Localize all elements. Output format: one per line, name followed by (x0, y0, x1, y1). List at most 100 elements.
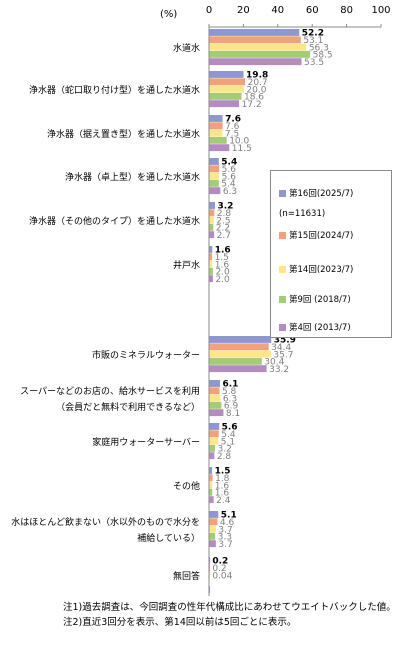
bar (209, 488, 213, 496)
bar (209, 43, 307, 51)
category-labels: 水道水浄水器（蛇口取り付け型）を通した水道水浄水器（据え置き型）を通した水道水浄… (11, 42, 200, 582)
bar (209, 481, 213, 489)
value-label: 1.5 (215, 467, 231, 477)
x-tick-label: 40 (271, 5, 284, 16)
value-label: 17.2 (242, 100, 262, 110)
value-label: 34.4 (271, 343, 291, 353)
value-label: 5.6 (222, 172, 237, 182)
bar (209, 129, 223, 137)
value-label: 10.0 (229, 137, 249, 147)
value-label: 53.5 (304, 58, 324, 68)
legend-label: 第14回(2023/7) (289, 265, 354, 275)
bar (209, 267, 213, 275)
value-label: 5.1 (221, 437, 235, 447)
value-label: 5.4 (221, 180, 236, 190)
bar (209, 144, 230, 152)
value-label: 53.1 (303, 36, 323, 46)
bar (209, 253, 213, 261)
value-label: 3.7 (218, 525, 232, 535)
bar (209, 209, 215, 217)
bar (209, 231, 215, 239)
value-label: 7.6 (225, 122, 240, 132)
value-label: 2.0 (215, 275, 230, 285)
bar (209, 122, 223, 130)
bar (209, 36, 301, 44)
bar (209, 564, 210, 572)
bar (209, 571, 210, 579)
bar (209, 540, 216, 548)
value-label: 30.4 (264, 358, 284, 368)
legend-item-2023: 第14回(2023/7) (279, 263, 353, 275)
bar (209, 525, 216, 533)
legend-label: 第4回 (2013/7) (289, 323, 351, 333)
bar (209, 409, 224, 417)
value-label: 5.6 (222, 165, 237, 175)
bar (209, 387, 220, 395)
category-label: 浄水器（蛇口取り付け型）を通した水道水 (29, 84, 200, 96)
value-label: 58.5 (313, 51, 333, 61)
value-label: 20.7 (248, 78, 268, 88)
value-label: 6.9 (224, 402, 239, 412)
value-label: 3.3 (218, 533, 232, 543)
bar (209, 85, 244, 93)
x-tick-label: 20 (237, 5, 250, 16)
legend-label: 第9回 (2018/7) (289, 295, 351, 305)
value-label: 1.6 (215, 260, 230, 270)
bar (209, 401, 222, 409)
value-label: 0.04 (212, 571, 232, 581)
legend-item-2018: 第9回 (2018/7) (279, 293, 351, 305)
value-label: 20.0 (246, 85, 266, 95)
value-label: 5.4 (221, 430, 236, 440)
value-label: 3.7 (218, 540, 232, 550)
bar (209, 518, 218, 526)
legend-item-2025: 第16回(2025/7) (279, 187, 353, 199)
value-label: 2.2 (216, 224, 230, 234)
value-label: 3.2 (218, 445, 232, 455)
bar (209, 357, 262, 365)
value-label: 1.8 (215, 474, 230, 484)
bar (209, 350, 271, 358)
value-label: 0.2 (212, 557, 228, 567)
legend: 第16回(2025/7) (n=11631) 第15回(2024/7) 第14回… (270, 170, 392, 338)
category-label: 水道水 (173, 42, 200, 54)
category-label: 浄水器（卓上型）を通した水道水 (65, 171, 200, 183)
bar (209, 336, 272, 343)
bar (209, 158, 219, 165)
category-label: その他 (173, 480, 200, 492)
x-tick-label: 80 (340, 5, 353, 16)
legend-swatch (279, 266, 286, 273)
value-labels: 52.253.156.358.553.5 19.820.720.018.617.2… (212, 29, 332, 582)
footnote-1: 注1)過去調査は、今回調査の性年代構成比にあわせてウエイトバックした値。 (63, 602, 396, 613)
bar (209, 437, 219, 445)
value-label: 35.9 (274, 336, 296, 346)
value-label: 11.5 (232, 144, 252, 154)
bar (209, 430, 219, 438)
legend-swatch (279, 232, 286, 239)
category-label: 浄水器（その他のタイプ）を通した水道水 (29, 215, 200, 227)
value-label: 5.1 (221, 511, 237, 521)
bar (209, 532, 216, 540)
x-tick-label: 100 (371, 5, 390, 16)
bar (209, 179, 219, 187)
category-label: 補給している） (137, 532, 200, 544)
value-label: 52.2 (302, 29, 324, 39)
bar (209, 444, 216, 452)
legend-note: (n=11631) (279, 209, 325, 219)
legend-swatch (279, 296, 286, 303)
bar (209, 136, 227, 144)
value-label: 5.4 (221, 158, 237, 168)
value-label: 19.8 (246, 71, 268, 81)
value-label: 8.1 (226, 409, 240, 419)
bar (209, 557, 210, 564)
bar (209, 187, 221, 195)
value-label: 33.2 (269, 365, 289, 375)
bar (209, 172, 220, 180)
bar (209, 216, 214, 224)
bar (209, 246, 213, 253)
value-label: 5.6 (222, 423, 238, 433)
value-label: 2.8 (217, 209, 232, 219)
legend-swatch (279, 190, 286, 197)
category-label: 家庭用ウォーターサーバー (92, 436, 200, 448)
value-label: 2.5 (216, 216, 230, 226)
bar (209, 275, 213, 283)
